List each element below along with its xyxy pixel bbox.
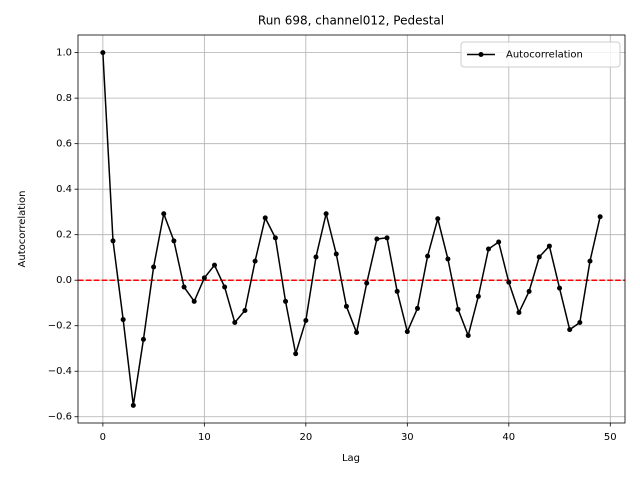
data-point xyxy=(171,238,177,244)
legend-label: Autocorrelation xyxy=(506,50,583,61)
data-point xyxy=(333,251,339,257)
data-point xyxy=(394,288,400,294)
data-point xyxy=(272,235,278,241)
data-point xyxy=(283,298,289,304)
data-point xyxy=(110,238,116,244)
x-tick-label: 40 xyxy=(502,432,515,443)
x-tick-label: 50 xyxy=(604,432,617,443)
data-point xyxy=(181,284,187,290)
x-tick-label: 30 xyxy=(401,432,414,443)
data-point xyxy=(343,303,349,309)
data-point xyxy=(262,215,268,221)
data-point xyxy=(587,258,593,264)
data-point xyxy=(161,211,167,217)
data-point xyxy=(242,307,248,313)
data-point xyxy=(597,214,603,220)
data-point xyxy=(293,351,299,357)
data-point xyxy=(455,306,461,312)
legend: Autocorrelation xyxy=(460,41,621,68)
x-tick-label: 10 xyxy=(198,432,211,443)
data-point xyxy=(425,253,431,259)
data-point xyxy=(211,262,217,268)
data-point xyxy=(577,320,583,326)
data-point xyxy=(557,285,563,291)
y-tick-label: 1.0 xyxy=(56,48,72,59)
data-point xyxy=(354,330,360,336)
y-tick-label: −0.4 xyxy=(48,366,72,377)
data-point xyxy=(496,239,502,245)
chart-title: Run 698, channel012, Pedestal xyxy=(258,14,444,28)
data-point xyxy=(465,333,471,339)
data-point xyxy=(252,258,258,264)
data-point xyxy=(546,243,552,249)
data-point xyxy=(384,235,390,241)
y-tick-label: 0.4 xyxy=(56,184,72,195)
data-line xyxy=(102,52,601,406)
data-point xyxy=(516,310,522,316)
data-point xyxy=(130,402,136,408)
y-tick-label: 0.2 xyxy=(56,230,72,241)
y-tick-label: 0.8 xyxy=(56,93,72,104)
data-point xyxy=(100,50,106,56)
data-point xyxy=(374,236,380,242)
data-point xyxy=(475,293,481,299)
data-point xyxy=(567,327,573,333)
data-point xyxy=(222,284,228,290)
data-point xyxy=(151,264,157,270)
data-point xyxy=(486,246,492,252)
data-point xyxy=(435,216,441,222)
data-point xyxy=(526,288,532,294)
data-point xyxy=(506,279,512,285)
data-point xyxy=(414,305,420,311)
y-tick-label: −0.2 xyxy=(48,321,72,332)
data-point xyxy=(120,317,126,323)
data-point xyxy=(191,298,197,304)
y-axis-label: Autocorrelation xyxy=(17,191,28,268)
data-point xyxy=(232,320,238,326)
y-tick-label: 0.6 xyxy=(56,139,72,150)
x-tick-label: 20 xyxy=(299,432,312,443)
data-point xyxy=(140,336,146,342)
x-tick-label: 0 xyxy=(100,432,106,443)
data-point xyxy=(404,329,410,335)
plot-frame xyxy=(77,34,626,424)
data-point xyxy=(201,275,207,281)
data-point xyxy=(313,254,319,260)
y-tick-label: −0.6 xyxy=(48,412,72,423)
data-point xyxy=(323,211,329,217)
x-axis-label: Lag xyxy=(342,453,360,464)
data-point xyxy=(364,280,370,286)
legend-marker xyxy=(478,52,484,57)
y-tick-label: 0.0 xyxy=(56,275,72,286)
data-point xyxy=(303,317,309,323)
legend-box xyxy=(460,41,621,68)
data-point xyxy=(536,254,542,260)
data-point xyxy=(445,256,451,262)
